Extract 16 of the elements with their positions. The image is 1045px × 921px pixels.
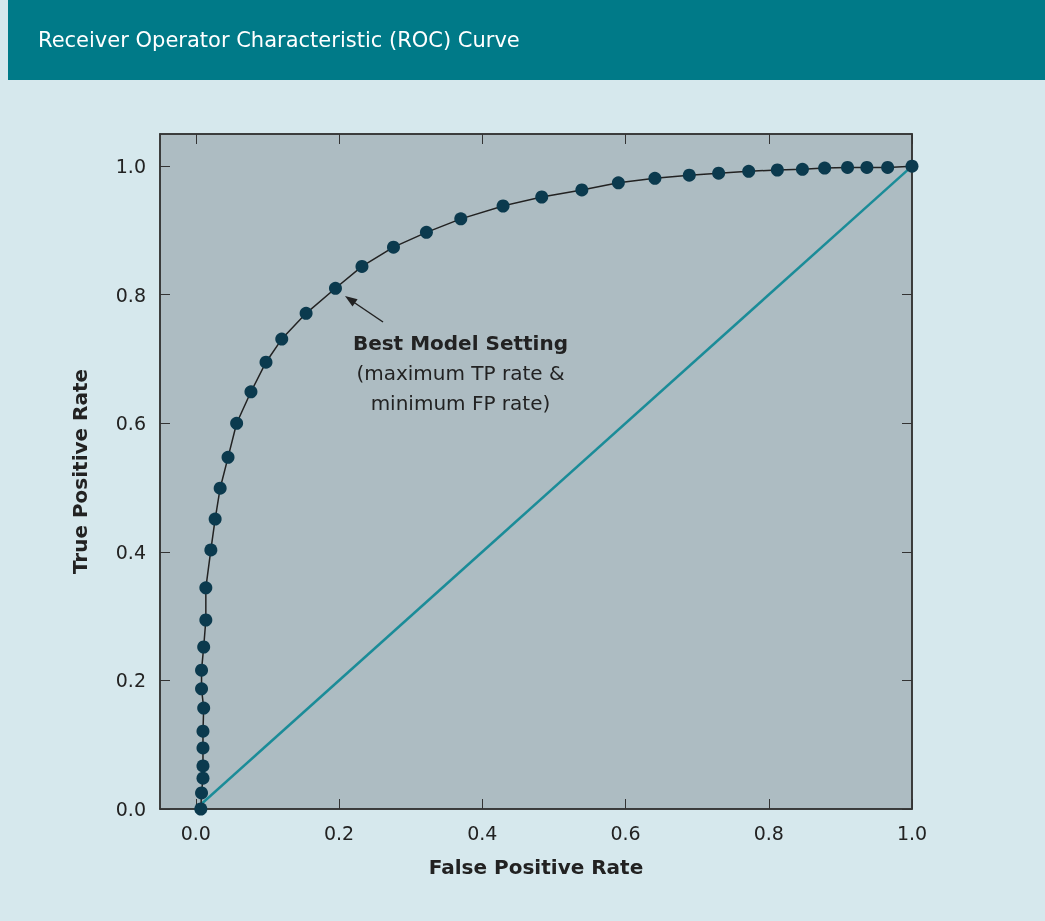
chart-title: Receiver Operator Characteristic (ROC) Curve bbox=[8, 0, 1045, 80]
y-tick-label: 1.0 bbox=[115, 155, 146, 178]
y-tick-label: 0.8 bbox=[115, 283, 146, 306]
annotation: Best Model Setting (maximum TP rate & minimum FP rate) bbox=[351, 330, 569, 418]
x-tick-label: 0.6 bbox=[610, 821, 641, 844]
y-axis-title: True Positive Rate bbox=[68, 368, 92, 575]
y-tick-label: 0.0 bbox=[115, 798, 146, 820]
x-tick-label: 0.2 bbox=[323, 821, 355, 844]
x-tick-label: 0.4 bbox=[467, 821, 498, 844]
x-tick-label: 0.8 bbox=[753, 821, 784, 844]
y-tick-label: 0.6 bbox=[115, 412, 146, 435]
y-tick-label: 0.2 bbox=[115, 669, 146, 692]
x-tick-label: 1.0 bbox=[896, 821, 928, 844]
x-axis-title: False Positive Rate bbox=[428, 855, 644, 879]
y-tick-label: 0.4 bbox=[115, 540, 146, 563]
x-tick-label: 0.0 bbox=[180, 821, 211, 844]
